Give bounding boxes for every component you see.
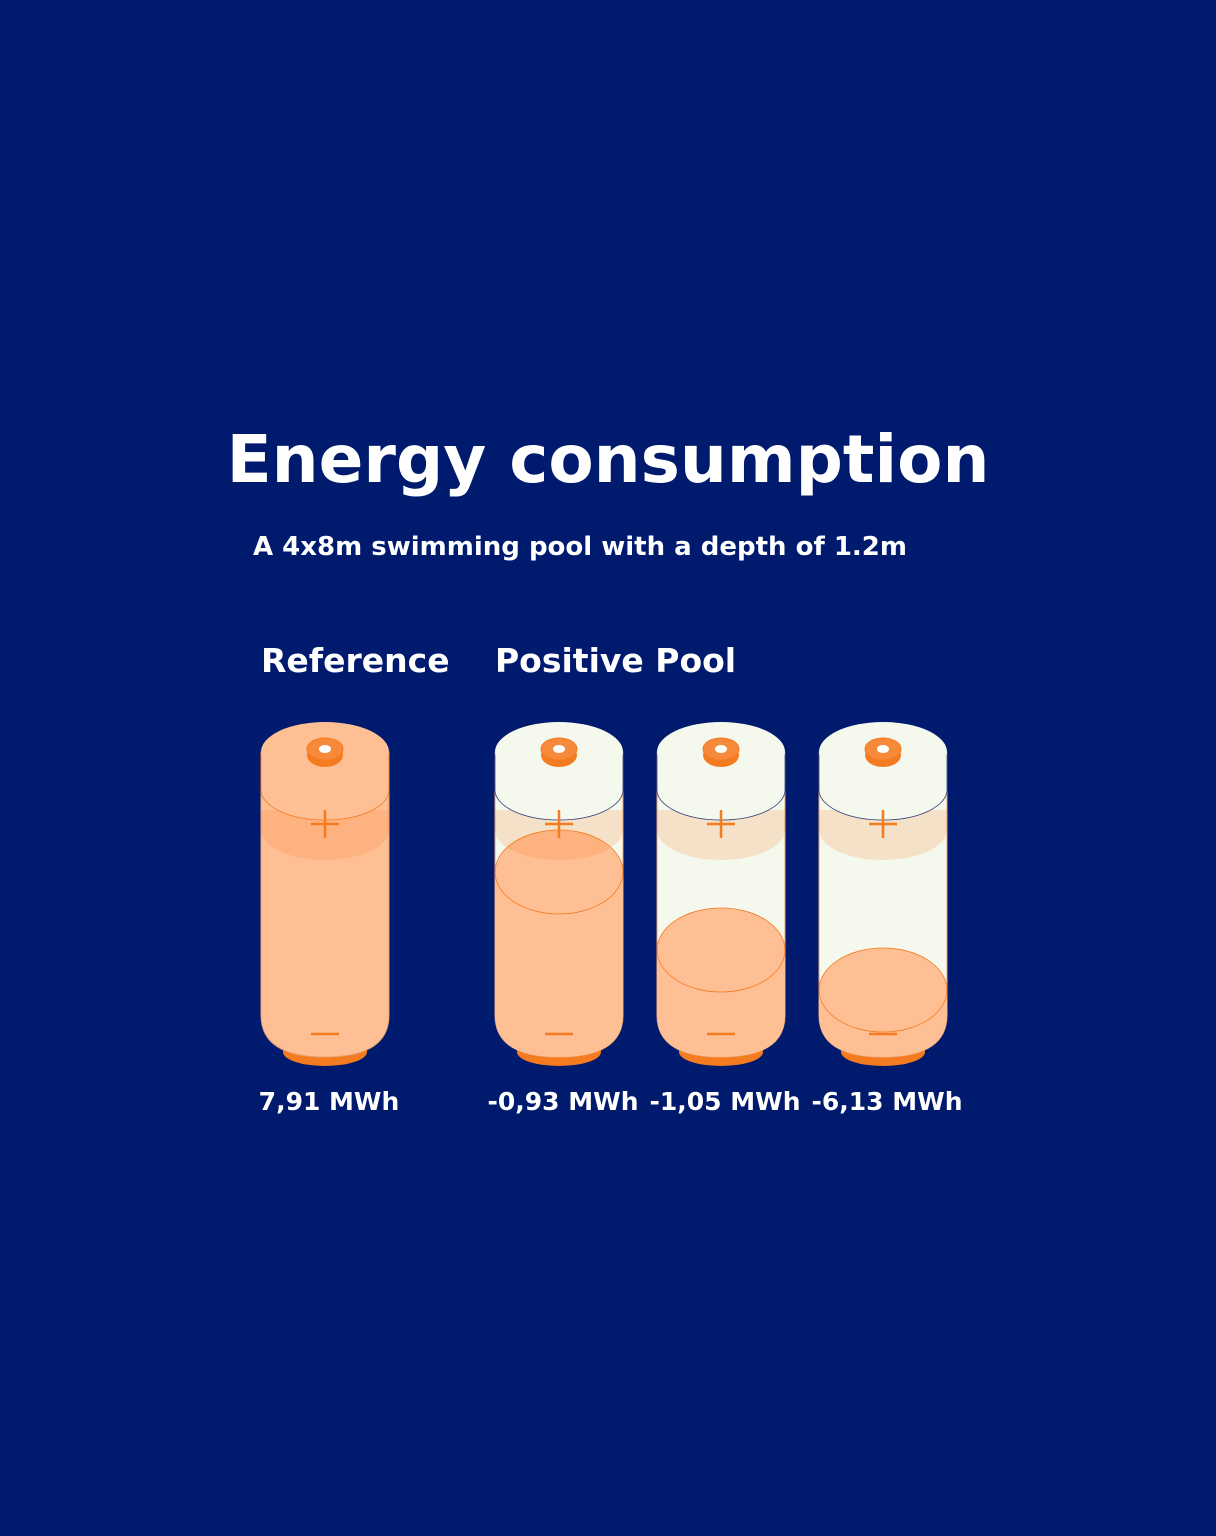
battery-terminal-hole (553, 745, 565, 753)
plus-sign (545, 810, 573, 838)
battery-terminal-hole (319, 745, 331, 753)
battery: -0,93 MWh (487, 722, 639, 1116)
battery-body (260, 751, 390, 1058)
battery-terminal-hole (877, 745, 889, 753)
battery-terminal-hole (715, 745, 727, 753)
plus-sign (311, 810, 339, 838)
plus-sign (869, 810, 897, 838)
group-label: Reference (261, 641, 450, 680)
subtitle: A 4x8m swimming pool with a depth of 1.2… (253, 532, 907, 562)
battery: 7,91 MWh (259, 722, 400, 1116)
battery-fill-top (818, 947, 948, 1033)
battery-fill (495, 872, 623, 1057)
battery: -6,13 MWh (811, 722, 963, 1116)
plus-sign (707, 810, 735, 838)
group-label: Positive Pool (495, 641, 736, 680)
battery-fill-top (656, 907, 786, 993)
battery-value: -0,93 MWh (487, 1087, 638, 1116)
battery: -1,05 MWh (649, 722, 801, 1116)
battery-value: -6,13 MWh (811, 1087, 962, 1116)
battery-value: -1,05 MWh (649, 1087, 800, 1116)
battery-value: 7,91 MWh (259, 1087, 400, 1116)
title: Energy consumption (227, 421, 990, 498)
batteries: 7,91 MWh -0,93 MWh -1,05 MWh -6,13 MWh (259, 722, 963, 1116)
